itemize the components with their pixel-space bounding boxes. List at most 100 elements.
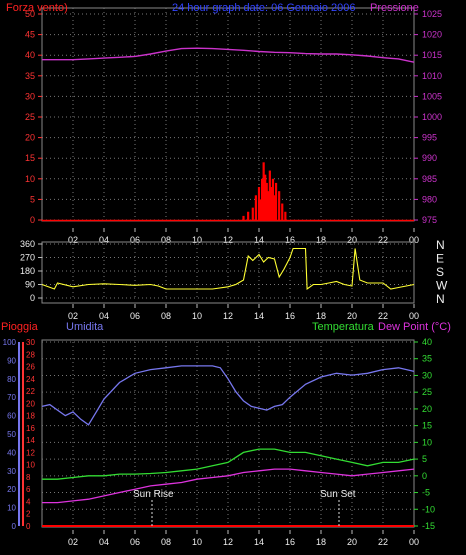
temperature-axis-tick-label: -5 bbox=[422, 488, 430, 498]
humidity-axis-label: Umidita bbox=[66, 321, 104, 333]
x-tick-label: 22 bbox=[378, 235, 388, 245]
wind-series bbox=[242, 162, 287, 220]
x-tick-label: 06 bbox=[130, 537, 140, 547]
x-tick-label: 18 bbox=[316, 537, 326, 547]
humidity-axis-tick-label: 0 bbox=[12, 522, 17, 531]
x-tick-label: 04 bbox=[99, 235, 109, 245]
rain-axis-tick-label: 10 bbox=[26, 461, 35, 470]
wind-pressure-ticks: 0510152025303540455097598098599099510001… bbox=[25, 9, 442, 245]
x-tick-label: 04 bbox=[99, 311, 109, 321]
temperature-axis-tick-label: 30 bbox=[422, 370, 432, 380]
pressure-series bbox=[42, 47, 415, 63]
x-tick-label: 16 bbox=[285, 235, 295, 245]
sunrise-label: Sun Rise bbox=[133, 489, 174, 500]
pressure-axis-tick-label: 975 bbox=[422, 215, 437, 225]
x-tick-label: 16 bbox=[285, 537, 295, 547]
humidity-axis-tick-label: 90 bbox=[7, 356, 16, 365]
direction-axis-tick-label: 360 bbox=[20, 239, 35, 249]
temperature-axis-tick-label: 35 bbox=[422, 354, 432, 364]
rain-axis-tick-label: 6 bbox=[26, 485, 31, 494]
humidity-axis-tick-label: 100 bbox=[3, 338, 17, 347]
wind-axis-tick-label: 25 bbox=[25, 112, 35, 122]
x-tick-label: 00 bbox=[409, 311, 419, 321]
wind-direction-series bbox=[41, 247, 415, 291]
x-tick-label: 18 bbox=[316, 235, 326, 245]
rain-axis-tick-label: 28 bbox=[26, 350, 35, 359]
wind-axis-tick-label: 10 bbox=[25, 174, 35, 184]
pressure-axis-tick-label: 995 bbox=[422, 133, 437, 143]
x-tick-label: 00 bbox=[409, 235, 419, 245]
temperature-axis-tick-label: 5 bbox=[422, 454, 427, 464]
pressure-axis-tick-label: 1005 bbox=[422, 91, 442, 101]
compass-label: W bbox=[436, 279, 448, 293]
wind-direction-grid bbox=[42, 243, 414, 299]
x-tick-label: 14 bbox=[254, 235, 264, 245]
rain-axis-tick-label: 0 bbox=[26, 522, 31, 531]
chart-title: 24 hour graph date: 06 Gennaio 2006 bbox=[172, 2, 355, 14]
temperature-axis-tick-label: 20 bbox=[422, 404, 432, 414]
x-tick-label: 12 bbox=[223, 537, 233, 547]
humidity-axis-tick-label: 10 bbox=[7, 504, 16, 513]
rain-axis-tick-label: 26 bbox=[26, 363, 35, 372]
dewpoint-axis-label: Dew Point (°C) bbox=[378, 321, 451, 333]
wind-axis-tick-label: 15 bbox=[25, 153, 35, 163]
wind-direction-panel: 0 N 90 W 180 S 270 E 360 N 02 04 06 08 10 12 14 16 18 20 22 0… bbox=[20, 238, 448, 321]
x-tick-label: 06 bbox=[130, 235, 140, 245]
rain-axis-tick-label: 2 bbox=[26, 510, 31, 519]
compass-label: E bbox=[436, 252, 444, 266]
temperature-axis-tick-label: 25 bbox=[422, 387, 432, 397]
x-tick-label: 04 bbox=[99, 537, 109, 547]
wind-pressure-panel: 0510152025303540455097598098599099510001… bbox=[6, 2, 442, 245]
x-tick-label: 02 bbox=[68, 235, 78, 245]
pressure-axis-label: Pressione bbox=[370, 2, 419, 14]
x-tick-label: 08 bbox=[161, 235, 171, 245]
x-tick-label: 22 bbox=[378, 311, 388, 321]
wind-axis-tick-label: 50 bbox=[25, 9, 35, 19]
x-tick-label: 12 bbox=[223, 235, 233, 245]
x-tick-label: 10 bbox=[192, 311, 202, 321]
humidity-temperature-ticks: -15-10-505101520253035400102030405060708… bbox=[3, 337, 435, 547]
humidity-axis-tick-label: 30 bbox=[7, 467, 16, 476]
x-tick-label: 14 bbox=[254, 311, 264, 321]
wind-axis-tick-label: 0 bbox=[30, 215, 35, 225]
rain-axis-tick-label: 4 bbox=[26, 497, 31, 506]
temperature-axis-tick-label: -15 bbox=[422, 521, 435, 531]
x-tick-label: 12 bbox=[223, 311, 233, 321]
pressure-axis-tick-label: 990 bbox=[422, 153, 437, 163]
pressure-axis-tick-label: 1000 bbox=[422, 112, 442, 122]
x-tick-label: 16 bbox=[285, 311, 295, 321]
direction-axis-tick-label: 0 bbox=[30, 293, 35, 303]
wind-axis-label: Forza vento) bbox=[6, 2, 68, 14]
x-tick-label: 02 bbox=[68, 311, 78, 321]
x-tick-label: 00 bbox=[409, 537, 419, 547]
direction-axis-tick-label: 270 bbox=[20, 253, 35, 263]
temperature-axis-tick-label: 15 bbox=[422, 421, 432, 431]
compass-label: N bbox=[436, 292, 445, 306]
wind-axis-tick-label: 20 bbox=[25, 133, 35, 143]
pressure-axis-tick-label: 1025 bbox=[422, 9, 442, 19]
rain-axis-tick-label: 16 bbox=[26, 424, 35, 433]
wind-axis-tick-label: 5 bbox=[30, 194, 35, 204]
pressure-axis-tick-label: 1020 bbox=[422, 30, 442, 40]
rain-axis-tick-label: 18 bbox=[26, 412, 35, 421]
x-tick-label: 10 bbox=[192, 537, 202, 547]
compass-label: S bbox=[436, 265, 444, 279]
direction-axis-tick-label: 180 bbox=[20, 266, 35, 276]
pressure-line bbox=[42, 47, 415, 63]
rain-axis-tick-label: 14 bbox=[26, 436, 35, 445]
temperature-axis-tick-label: 10 bbox=[422, 437, 432, 447]
x-tick-label: 20 bbox=[347, 311, 357, 321]
pressure-axis-tick-label: 980 bbox=[422, 194, 437, 204]
wind-axis-tick-label: 40 bbox=[25, 50, 35, 60]
humidity-axis-tick-label: 40 bbox=[7, 448, 16, 457]
wind-direction-frame bbox=[41, 241, 415, 304]
wind-direction-line bbox=[41, 247, 415, 291]
wind-axis-tick-label: 45 bbox=[25, 30, 35, 40]
humidity-temperature-grid bbox=[42, 341, 414, 527]
humidity-axis-tick-label: 50 bbox=[7, 430, 16, 439]
x-tick-label: 08 bbox=[161, 537, 171, 547]
temperature-axis-tick-label: 0 bbox=[422, 471, 427, 481]
rain-axis-tick-label: 22 bbox=[26, 387, 35, 396]
